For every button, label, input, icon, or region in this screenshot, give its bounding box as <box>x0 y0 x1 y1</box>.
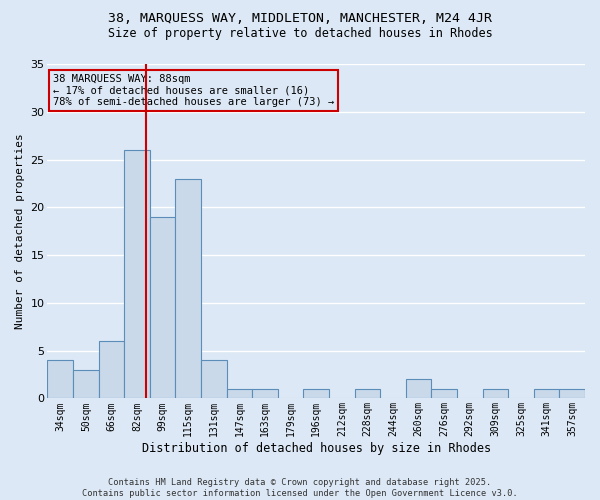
Bar <box>227 389 252 398</box>
Y-axis label: Number of detached properties: Number of detached properties <box>15 134 25 329</box>
Text: Size of property relative to detached houses in Rhodes: Size of property relative to detached ho… <box>107 28 493 40</box>
Bar <box>559 389 585 398</box>
Bar <box>73 370 98 398</box>
Bar <box>175 178 201 398</box>
Bar <box>406 380 431 398</box>
X-axis label: Distribution of detached houses by size in Rhodes: Distribution of detached houses by size … <box>142 442 491 455</box>
Bar <box>355 389 380 398</box>
Bar <box>124 150 150 398</box>
Bar <box>98 341 124 398</box>
Bar <box>201 360 227 399</box>
Bar <box>150 217 175 398</box>
Text: 38 MARQUESS WAY: 88sqm
← 17% of detached houses are smaller (16)
78% of semi-det: 38 MARQUESS WAY: 88sqm ← 17% of detached… <box>53 74 334 107</box>
Text: Contains HM Land Registry data © Crown copyright and database right 2025.
Contai: Contains HM Land Registry data © Crown c… <box>82 478 518 498</box>
Bar <box>482 389 508 398</box>
Bar <box>252 389 278 398</box>
Bar <box>431 389 457 398</box>
Bar <box>534 389 559 398</box>
Bar <box>304 389 329 398</box>
Bar <box>47 360 73 399</box>
Text: 38, MARQUESS WAY, MIDDLETON, MANCHESTER, M24 4JR: 38, MARQUESS WAY, MIDDLETON, MANCHESTER,… <box>108 12 492 26</box>
